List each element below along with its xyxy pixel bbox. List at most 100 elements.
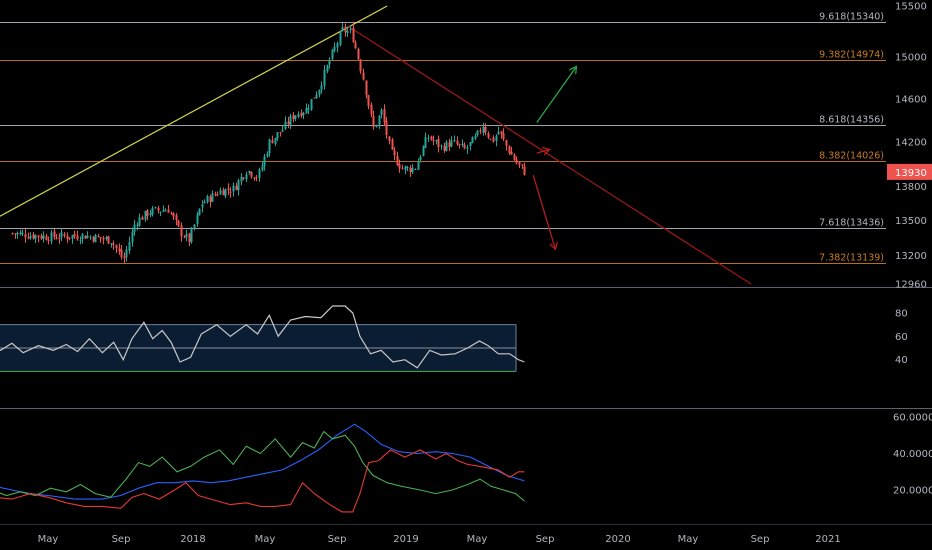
candle-body <box>352 28 355 43</box>
candle-body <box>232 185 235 192</box>
candle-body <box>79 240 82 242</box>
candle-body <box>125 249 128 257</box>
candle-body <box>474 135 477 139</box>
candle-body <box>508 146 511 154</box>
candle-body <box>461 143 464 145</box>
candle-body <box>177 220 180 227</box>
candle-body <box>450 139 453 147</box>
candle-body <box>175 215 178 221</box>
candle-body <box>81 234 84 240</box>
candle-body <box>482 126 485 134</box>
candle-body <box>274 137 277 144</box>
directional-series-line[interactable] <box>0 430 525 502</box>
candle-body <box>323 69 326 86</box>
directional-axis-tick: 60.0000 <box>893 413 932 424</box>
candle-body <box>128 241 131 251</box>
candle-body <box>279 131 282 133</box>
candle-body <box>76 235 79 240</box>
fib-level-label: 8.382(14026) <box>819 151 884 162</box>
candle-body <box>284 121 287 129</box>
time-axis-tick: May <box>255 534 276 545</box>
trend-line[interactable] <box>0 5 388 229</box>
fib-level-label: 9.382(14974) <box>819 50 884 61</box>
candle-body <box>164 210 167 212</box>
candle-body <box>287 121 290 125</box>
candle-body <box>515 159 518 164</box>
trend-line[interactable] <box>347 25 752 285</box>
candle-body <box>300 112 303 117</box>
oscillator-line[interactable] <box>0 305 525 369</box>
candle-body <box>383 109 386 122</box>
time-axis-tick: Sep <box>112 534 131 545</box>
time-axis-tick: May <box>678 534 699 545</box>
candle-body <box>268 139 271 153</box>
directional-series-line[interactable] <box>0 423 525 500</box>
arrow-drawing[interactable] <box>536 150 549 153</box>
time-axis-tick: Sep <box>328 534 347 545</box>
candle-body <box>60 232 63 238</box>
candle-body <box>102 237 105 240</box>
candle-body <box>318 89 321 95</box>
candle-body <box>53 231 56 238</box>
price-axis-tick: 13500 <box>895 216 927 227</box>
candle-body <box>354 42 357 49</box>
candle-body <box>162 210 165 212</box>
candle-body <box>248 170 251 173</box>
price-axis-tick: 14200 <box>895 138 927 149</box>
candle-body <box>242 177 245 179</box>
candle-body <box>492 137 495 142</box>
candle-body <box>209 196 212 203</box>
candle-body <box>86 235 89 238</box>
candle-body <box>146 210 149 217</box>
time-axis-tick: May <box>38 534 59 545</box>
candle-body <box>292 114 295 120</box>
candle-body <box>375 125 378 127</box>
candle-series[interactable] <box>11 22 526 264</box>
candle-body <box>21 232 24 234</box>
arrow-drawing[interactable] <box>532 175 555 248</box>
candle-body <box>489 138 492 140</box>
candle-body <box>362 72 365 80</box>
candle-body <box>203 201 206 204</box>
candle-body <box>68 237 71 239</box>
candle-body <box>380 109 383 115</box>
candle-body <box>422 146 425 156</box>
candle-body <box>359 60 362 72</box>
candle-body <box>518 162 521 165</box>
candle-body <box>313 97 316 99</box>
candle-body <box>370 104 373 115</box>
candle-body <box>315 94 318 99</box>
candle-body <box>235 186 238 190</box>
candle-body <box>190 228 193 242</box>
candle-body <box>66 236 69 239</box>
candle-body <box>170 213 173 215</box>
last-price-badge <box>887 163 932 180</box>
candle-body <box>437 138 440 148</box>
candle-body <box>224 188 227 197</box>
candle-body <box>214 194 217 196</box>
candle-body <box>196 214 199 224</box>
time-axis-tick: 2018 <box>180 534 205 545</box>
price-axis-tick: 13200 <box>895 251 927 262</box>
candle-body <box>201 204 204 208</box>
candle-body <box>149 213 152 215</box>
time-axis-tick: Sep <box>751 534 770 545</box>
candle-body <box>266 153 269 157</box>
candle-body <box>105 237 108 239</box>
candle-body <box>471 137 474 144</box>
directional-series-line[interactable] <box>0 449 525 513</box>
candle-body <box>99 237 102 239</box>
oscillator-axis-tick: 80 <box>895 309 908 320</box>
oscillator-axis-tick: 40 <box>895 355 908 366</box>
candle-body <box>154 207 157 209</box>
candle-body <box>157 207 160 211</box>
candle-body <box>185 233 188 238</box>
arrow-drawing[interactable] <box>536 67 576 123</box>
candle-body <box>427 137 430 139</box>
candle-body <box>333 46 336 51</box>
candle-body <box>84 235 87 239</box>
candle-body <box>32 234 35 239</box>
candle-body <box>216 194 219 196</box>
